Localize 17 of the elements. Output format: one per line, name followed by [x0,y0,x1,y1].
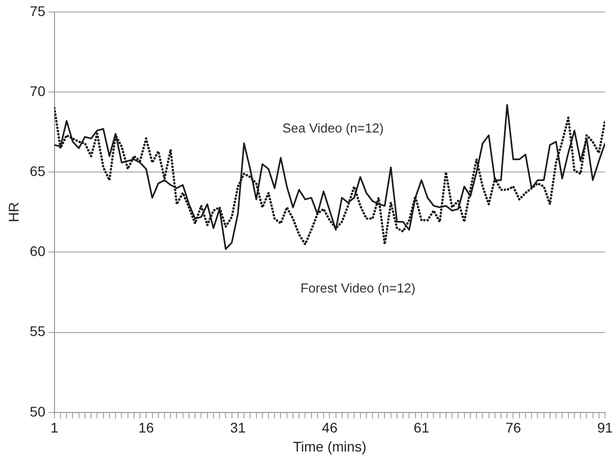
x-tick-label: 1 [50,420,58,436]
y-tick-label: 65 [30,163,46,180]
x-axis-title: Time (mins) [293,438,366,454]
y-tick-label: 60 [30,243,46,260]
x-tick-label: 31 [230,420,246,436]
y-tick-label: 55 [30,323,46,340]
y-axis-title: HR [5,202,22,222]
annotation: Sea Video (n=12) [282,120,384,136]
y-tick-label: 70 [30,82,46,99]
x-tick-label: 76 [505,420,522,436]
x-tick-label: 91 [597,420,613,436]
annotation: Forest Video (n=12) [300,280,416,296]
x-tick-label: 16 [138,420,154,436]
y-tick-label: 50 [30,403,46,420]
x-tick-label: 46 [322,420,338,436]
y-tick-label: 75 [30,2,46,19]
x-tick-label: 61 [414,420,430,436]
